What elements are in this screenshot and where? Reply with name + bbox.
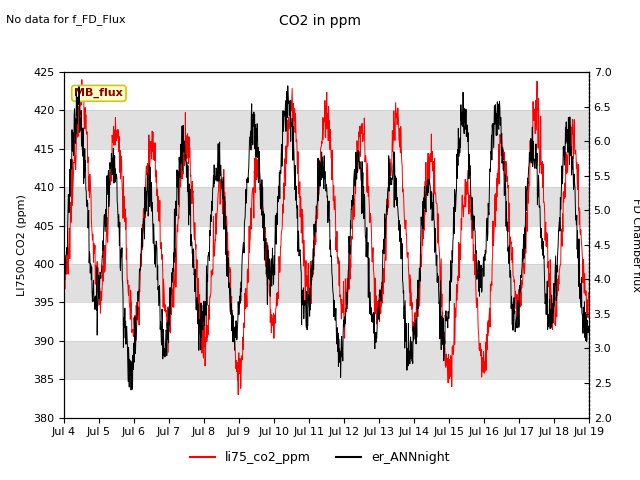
Bar — [64, 110, 589, 149]
Text: MB_flux: MB_flux — [74, 88, 124, 98]
Bar — [64, 187, 589, 226]
Y-axis label: FD Chamber flux: FD Chamber flux — [631, 198, 640, 292]
Bar — [64, 264, 589, 302]
Y-axis label: LI7500 CO2 (ppm): LI7500 CO2 (ppm) — [17, 194, 28, 296]
Legend: li75_co2_ppm, er_ANNnight: li75_co2_ppm, er_ANNnight — [186, 446, 454, 469]
Bar — [64, 341, 589, 379]
Text: No data for f_FD_Flux: No data for f_FD_Flux — [6, 14, 126, 25]
Text: CO2 in ppm: CO2 in ppm — [279, 14, 361, 28]
